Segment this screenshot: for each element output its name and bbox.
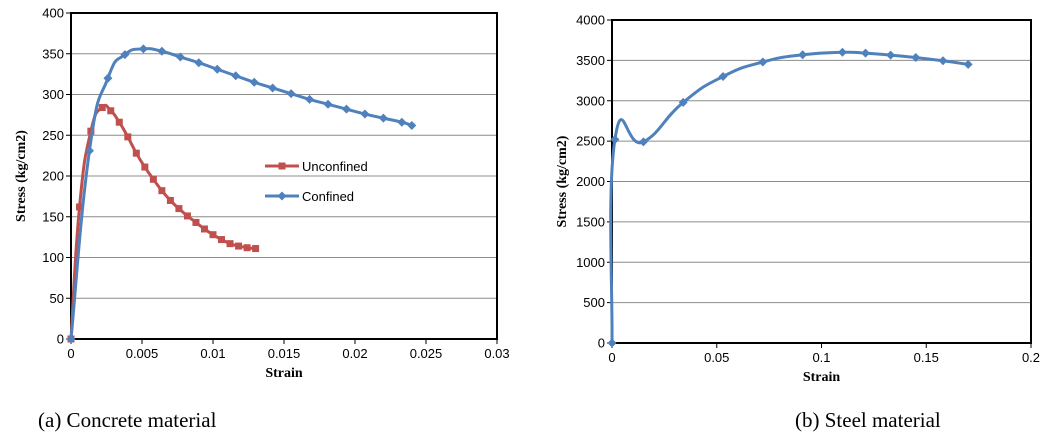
concrete-y-tick-label: 400 xyxy=(42,6,64,21)
concrete-point-unconfined xyxy=(200,225,208,233)
concrete-point-confined xyxy=(84,146,94,156)
steel-point-steel xyxy=(860,48,870,58)
steel-chart: 0 500 1000 1500 2000 2500 3000 3500 4000 0 0.05 0.1… xyxy=(555,13,1040,386)
concrete-point-confined xyxy=(66,334,76,344)
concrete-x-tick-label: 0.005 xyxy=(126,346,159,361)
concrete-point-confined xyxy=(286,89,296,99)
concrete-point-confined xyxy=(175,52,185,62)
steel-y-tick-label: 500 xyxy=(583,295,605,310)
steel-point-steel xyxy=(678,97,688,107)
concrete-point-unconfined xyxy=(235,242,243,250)
steel-point-steel xyxy=(911,53,921,63)
concrete-x-tick-label: 0.025 xyxy=(410,346,443,361)
concrete-point-unconfined xyxy=(124,133,132,141)
steel-point-steel xyxy=(638,137,648,147)
concrete-point-unconfined xyxy=(192,218,200,226)
concrete-point-confined xyxy=(268,83,278,93)
steel-y-tick-label: 1500 xyxy=(576,214,605,229)
concrete-point-unconfined xyxy=(183,212,191,220)
steel-y-axis-label: Stress (kg/cm2) xyxy=(555,135,570,227)
concrete-point-confined xyxy=(212,64,222,74)
concrete-point-unconfined xyxy=(252,245,260,253)
concrete-point-unconfined xyxy=(218,236,226,244)
concrete-point-unconfined xyxy=(132,149,140,157)
concrete-point-unconfined xyxy=(175,205,183,213)
steel-y-tick-label: 2500 xyxy=(576,134,605,149)
concrete-y-tick-label: 200 xyxy=(42,169,64,184)
concrete-point-confined xyxy=(103,73,113,83)
legend-label-confined: Confined xyxy=(302,189,354,204)
concrete-point-unconfined xyxy=(76,203,84,211)
concrete-point-unconfined xyxy=(158,187,166,195)
concrete-x-axis-label: Strain xyxy=(265,366,303,381)
steel-y-tick-label: 4000 xyxy=(576,13,605,28)
caption-b: (b) Steel material xyxy=(795,408,941,432)
steel-x-tick-label: 0.05 xyxy=(704,350,729,365)
concrete-point-unconfined xyxy=(141,163,149,171)
steel-point-steel xyxy=(758,57,768,67)
steel-point-steel xyxy=(938,56,948,66)
concrete-series-line-unconfined xyxy=(69,103,258,341)
concrete-point-unconfined xyxy=(226,240,234,248)
steel-x-tick-label: 0.2 xyxy=(1022,350,1040,365)
concrete-point-confined xyxy=(323,99,333,109)
concrete-series-line-confined xyxy=(69,47,414,341)
steel-y-tick-label: 2000 xyxy=(576,174,605,189)
steel-y-tick-label: 1000 xyxy=(576,255,605,270)
concrete-point-confined xyxy=(249,77,259,87)
steel-x-tick-label: 0.15 xyxy=(914,350,939,365)
legend-marker-unconfined xyxy=(278,162,286,170)
concrete-chart: 0 50 100 150 200 250 300 350 400 0 0.005 0.01 0.015 0… xyxy=(14,6,510,382)
steel-point-steel xyxy=(837,47,847,57)
concrete-x-tick-label: 0.03 xyxy=(484,346,509,361)
concrete-point-confined xyxy=(305,94,315,104)
steel-point-steel xyxy=(607,338,617,348)
concrete-point-unconfined xyxy=(107,107,115,115)
concrete-point-confined xyxy=(378,113,388,123)
steel-x-tick-label: 0.1 xyxy=(812,350,830,365)
concrete-point-unconfined xyxy=(115,118,123,126)
concrete-point-confined xyxy=(360,109,370,119)
concrete-y-tick-label: 350 xyxy=(42,46,64,61)
steel-y-tick-label: 3500 xyxy=(576,53,605,68)
concrete-y-tick-label: 0 xyxy=(57,332,64,347)
concrete-point-unconfined xyxy=(243,244,251,252)
concrete-point-confined xyxy=(231,71,241,81)
concrete-y-tick-label: 150 xyxy=(42,209,64,224)
concrete-x-tick-label: 0 xyxy=(67,346,74,361)
legend-label-unconfined: Unconfined xyxy=(302,159,368,174)
steel-point-steel xyxy=(886,50,896,60)
concrete-x-tick-label: 0.02 xyxy=(342,346,367,361)
concrete-y-tick-label: 250 xyxy=(42,128,64,143)
concrete-point-confined xyxy=(157,46,167,56)
steel-y-tick-label: 3000 xyxy=(576,93,605,108)
concrete-point-confined xyxy=(194,58,204,68)
caption-a: (a) Concrete material xyxy=(38,408,217,432)
steel-point-steel xyxy=(610,135,620,145)
concrete-y-tick-label: 100 xyxy=(42,250,64,265)
concrete-point-unconfined xyxy=(209,231,217,239)
steel-point-steel xyxy=(963,59,973,69)
steel-point-steel xyxy=(718,72,728,82)
steel-x-tick-label: 0 xyxy=(608,350,615,365)
steel-point-steel xyxy=(798,50,808,60)
concrete-point-unconfined xyxy=(149,175,157,183)
concrete-x-tick-label: 0.015 xyxy=(268,346,301,361)
legend-marker-confined xyxy=(277,191,287,201)
steel-x-axis-label: Strain xyxy=(803,370,841,385)
concrete-x-tick-label: 0.01 xyxy=(200,346,225,361)
steel-series-line-steel xyxy=(609,50,970,345)
concrete-point-confined xyxy=(407,120,417,130)
concrete-point-confined xyxy=(397,117,407,127)
concrete-point-unconfined xyxy=(98,104,106,112)
concrete-point-confined xyxy=(341,104,351,114)
concrete-point-unconfined xyxy=(166,196,174,204)
concrete-point-confined xyxy=(120,50,130,60)
concrete-y-axis-label: Stress (kg/cm2) xyxy=(14,130,29,222)
concrete-point-confined xyxy=(138,44,148,54)
concrete-y-tick-label: 50 xyxy=(50,291,64,306)
concrete-y-tick-label: 300 xyxy=(42,87,64,102)
steel-y-tick-label: 0 xyxy=(598,336,605,351)
